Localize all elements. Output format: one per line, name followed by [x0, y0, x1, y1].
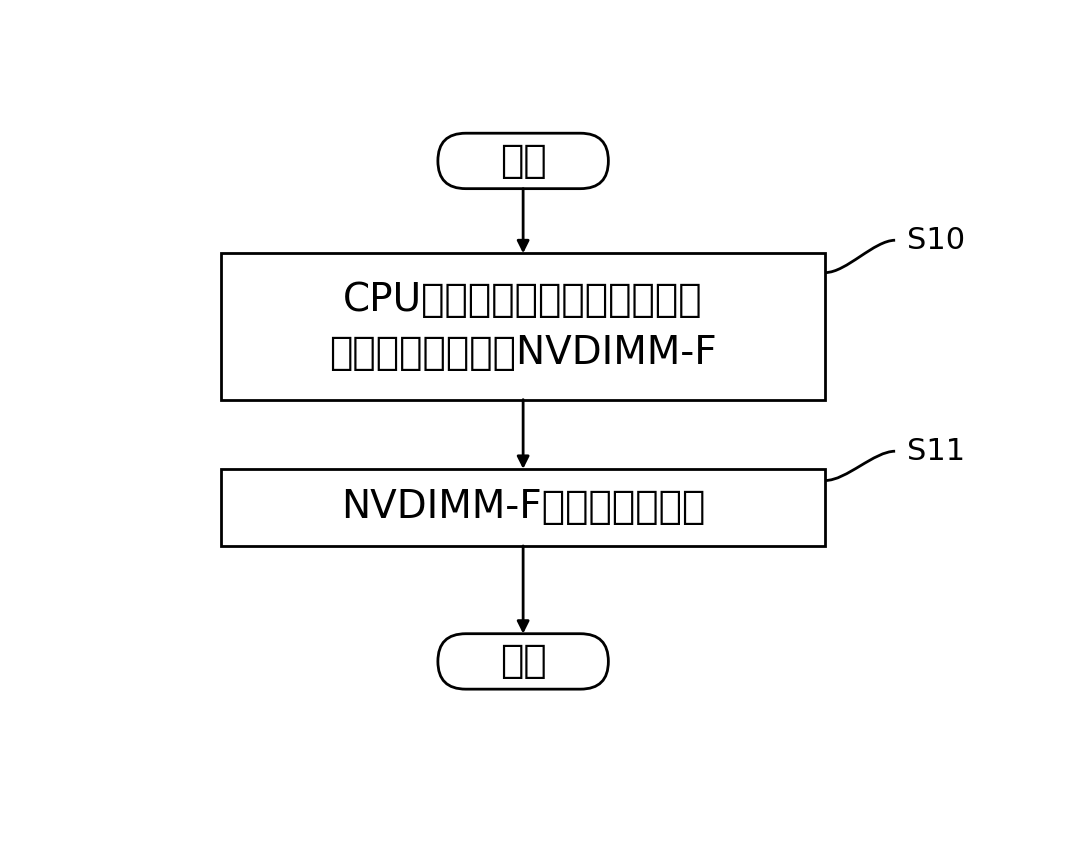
- Text: NVDIMM-F保存待存储数据: NVDIMM-F保存待存储数据: [341, 489, 705, 527]
- FancyBboxPatch shape: [438, 634, 609, 689]
- Text: S11: S11: [907, 437, 965, 466]
- Text: CPU在接收到待存储数据时，将: CPU在接收到待存储数据时，将: [343, 280, 703, 318]
- Text: 开始: 开始: [500, 142, 547, 180]
- FancyBboxPatch shape: [438, 133, 609, 189]
- FancyBboxPatch shape: [221, 469, 826, 546]
- Text: S10: S10: [907, 226, 965, 255]
- Text: 结束: 结束: [500, 642, 547, 680]
- Text: 待存储数据发送至NVDIMM-F: 待存储数据发送至NVDIMM-F: [329, 335, 717, 373]
- FancyBboxPatch shape: [221, 253, 826, 400]
